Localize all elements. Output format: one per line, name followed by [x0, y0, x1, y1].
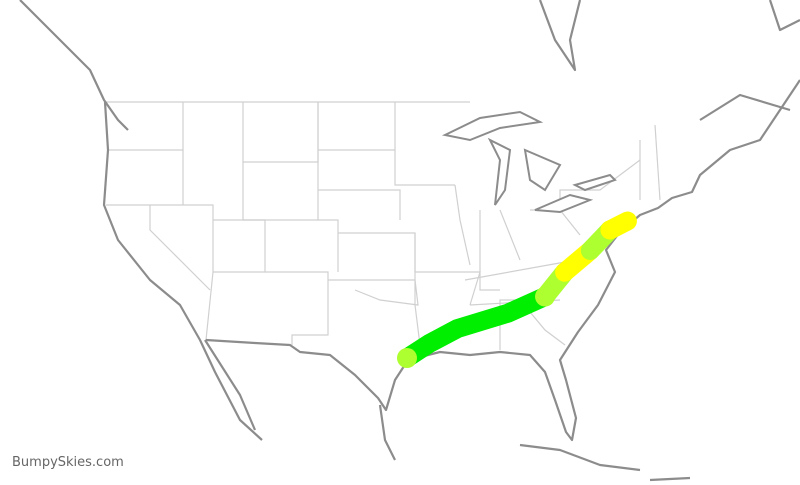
route-marker — [535, 286, 556, 307]
state-borders — [105, 101, 661, 350]
flight-route — [397, 211, 637, 368]
route-marker — [397, 348, 417, 368]
watermark: BumpySkies.com — [12, 455, 124, 470]
route-segment-moderate — [600, 211, 637, 240]
route-segment-smooth — [397, 287, 555, 368]
coastline — [19, 0, 800, 482]
great-lakes — [441, 110, 617, 214]
